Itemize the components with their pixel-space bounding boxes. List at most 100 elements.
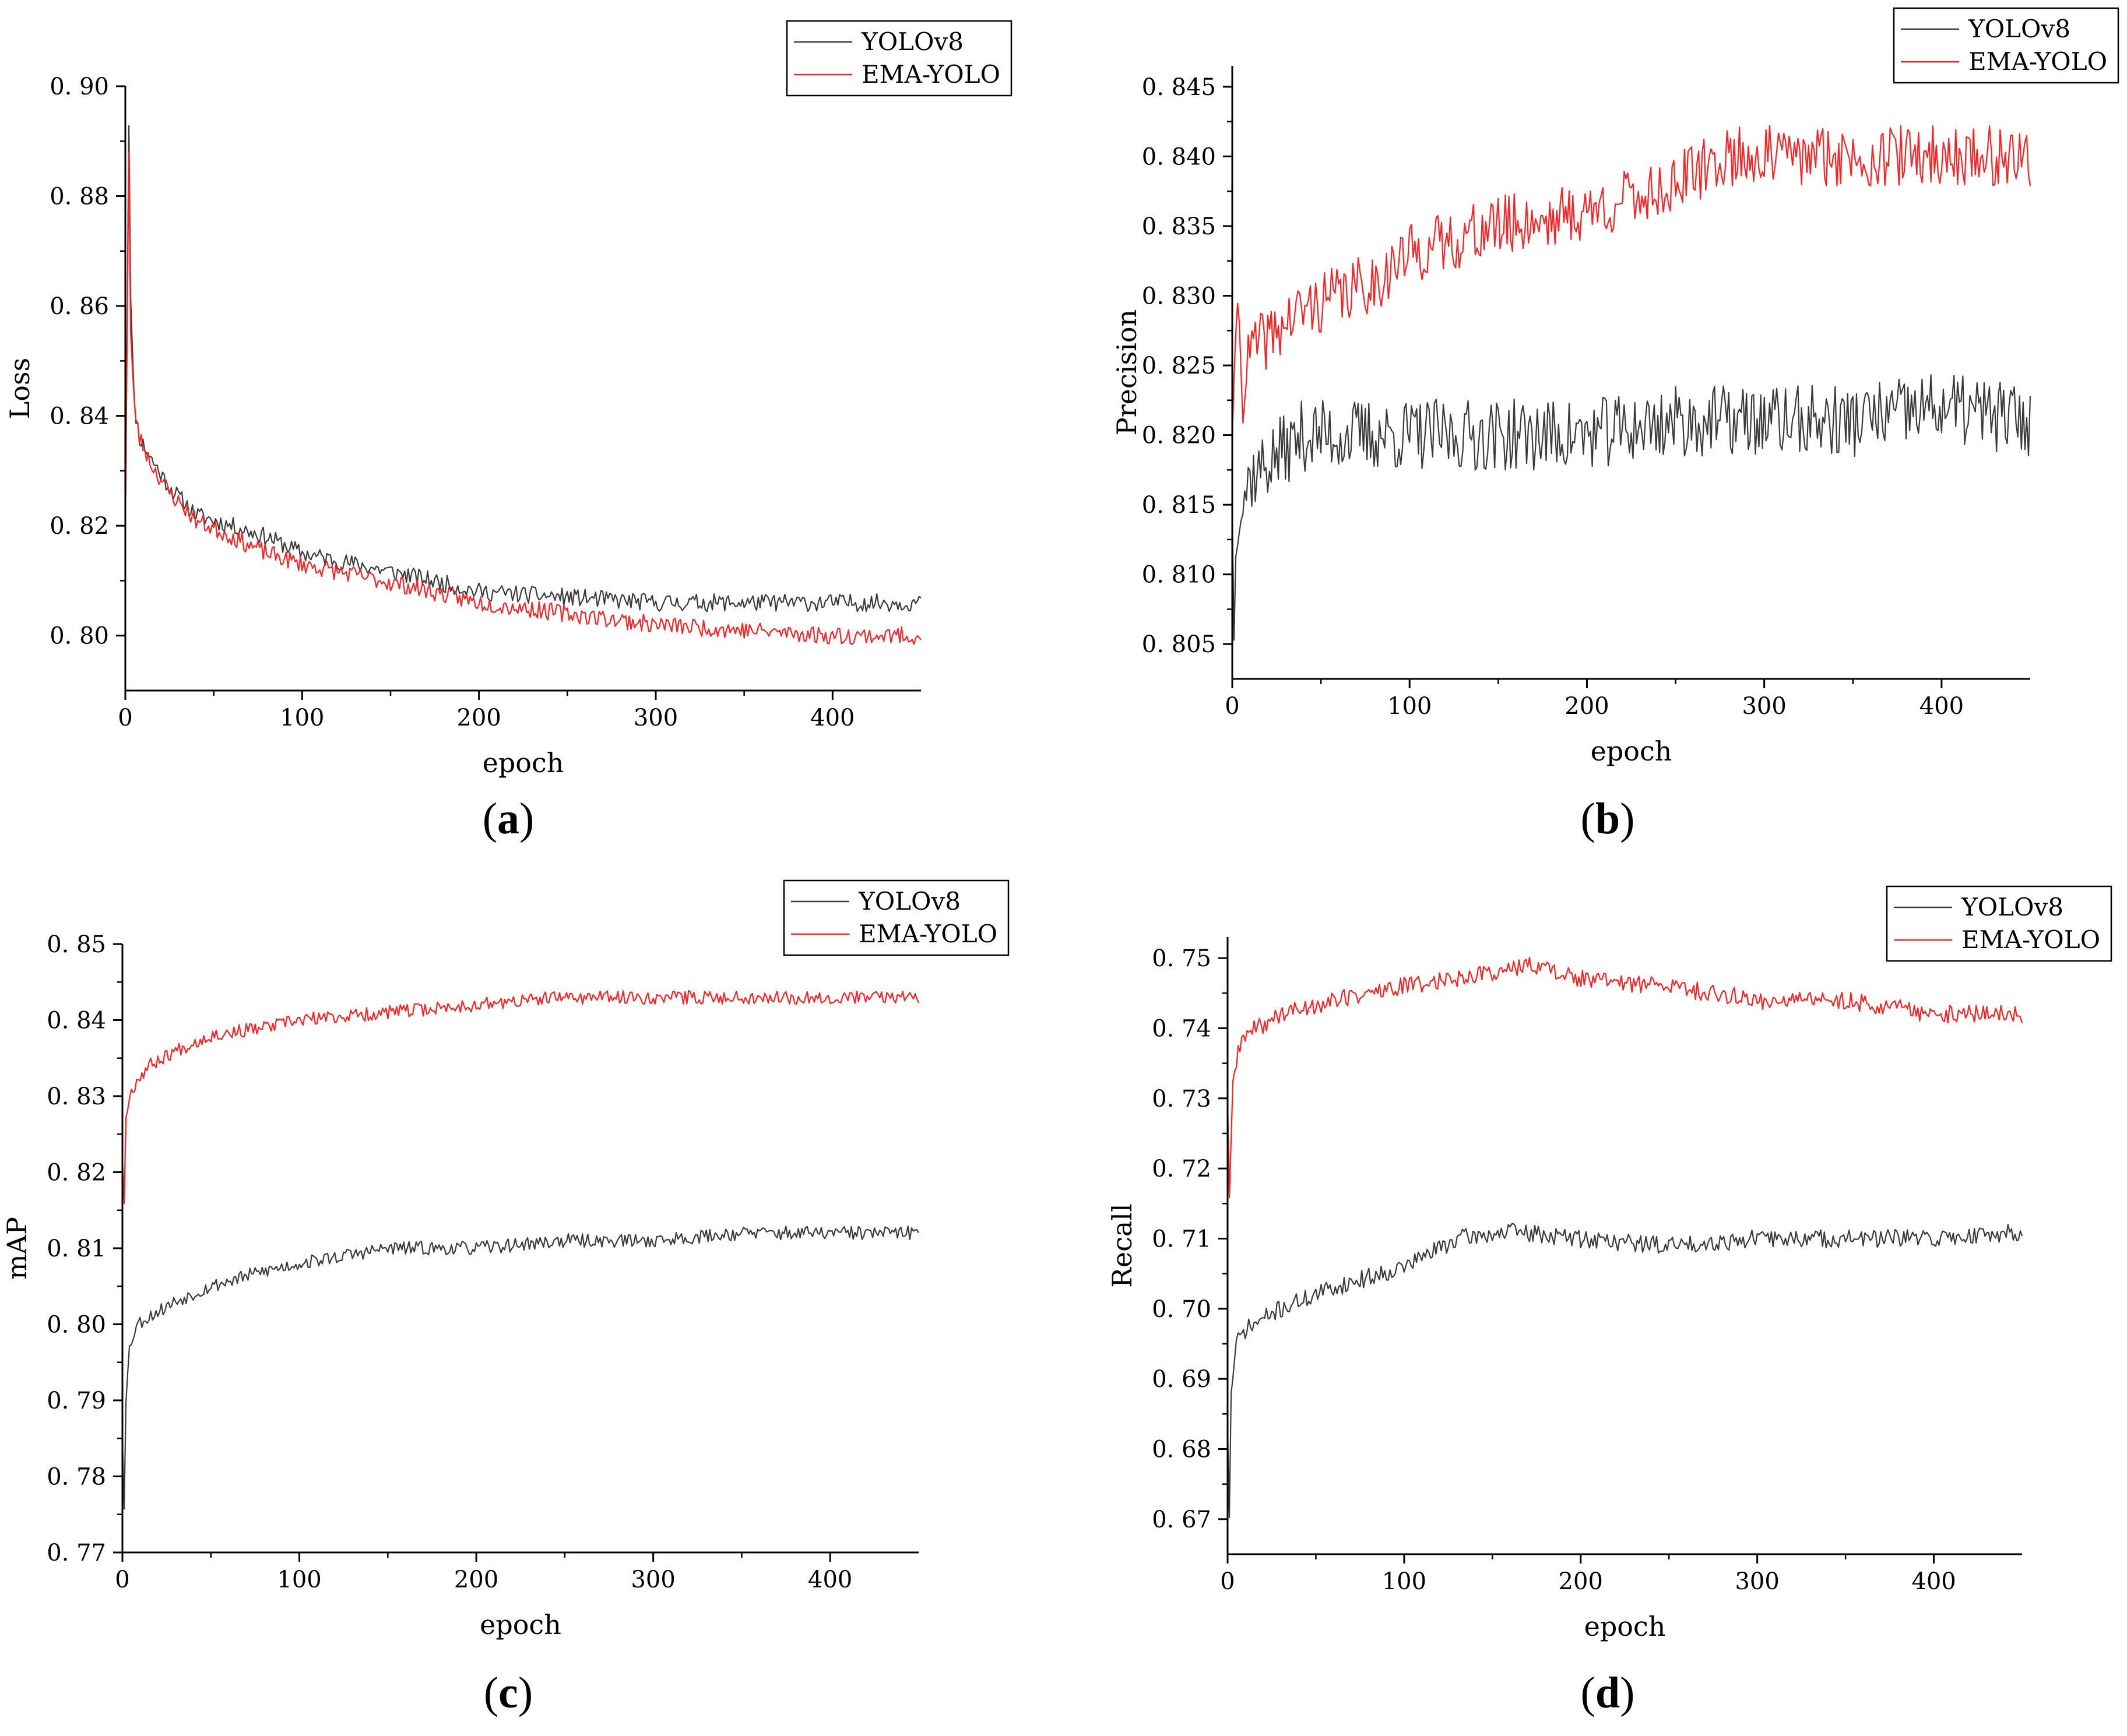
panel-label-open: ( bbox=[1581, 794, 1595, 843]
y-tick-label: 0. 88 bbox=[50, 184, 109, 210]
y-tick-label: 0. 84 bbox=[47, 1008, 106, 1034]
x-tick-label: 300 bbox=[631, 1566, 675, 1593]
x-axis-title: epoch bbox=[1584, 1611, 1666, 1642]
x-tick-label: 100 bbox=[280, 705, 324, 731]
x-tick-label: 0 bbox=[115, 1566, 129, 1593]
panel-label-open: ( bbox=[483, 794, 497, 843]
y-tick-label: 0. 67 bbox=[1152, 1506, 1211, 1533]
x-axis-title: epoch bbox=[1591, 735, 1672, 767]
y-tick-label: 0. 75 bbox=[1152, 945, 1211, 972]
panel-label-open: ( bbox=[484, 1668, 498, 1717]
legend-box bbox=[1893, 7, 2119, 84]
x-tick-label: 200 bbox=[1565, 693, 1609, 720]
y-tick-label: 0. 82 bbox=[47, 1160, 106, 1186]
panel-label-letter: b bbox=[1595, 794, 1620, 843]
series-line-ema-yolo bbox=[121, 990, 919, 1205]
y-tick-label: 0. 83 bbox=[47, 1083, 106, 1110]
y-tick-label: 0. 77 bbox=[47, 1540, 106, 1566]
x-tick-label: 200 bbox=[454, 1566, 498, 1593]
y-tick-label: 0. 81 bbox=[47, 1235, 106, 1262]
y-tick-label: 0. 84 bbox=[50, 403, 109, 430]
y-tick-label: 0. 820 bbox=[1142, 422, 1216, 449]
chart-panel-d: 0 100 200 300 400 0. 67 0. 68 0. 69 0. 70 0. 71 0.… bbox=[1106, 885, 2112, 1717]
y-tick-label: 0. 810 bbox=[1142, 562, 1216, 589]
x-tick-label: 400 bbox=[1919, 693, 1964, 720]
panel-label-close: ) bbox=[1620, 1668, 1634, 1717]
chart-panel-b: 0 100 200 300 400 0. 805 0. 810 0. 815 0. 820 0. … bbox=[1111, 7, 2119, 843]
y-axis-title: mAP bbox=[1, 1217, 33, 1280]
panel-label-close: ) bbox=[518, 1668, 533, 1717]
panel-label-letter: d bbox=[1595, 1668, 1620, 1717]
y-axis-title: Recall bbox=[1106, 1203, 1138, 1287]
panel-label: (a) bbox=[483, 794, 535, 843]
x-tick-label: 200 bbox=[1559, 1568, 1603, 1595]
legend-label: YOLOv8 bbox=[861, 27, 964, 56]
legend: YOLOv8 EMA-YOLO bbox=[1893, 7, 2119, 84]
x-tick-label: 100 bbox=[1382, 1568, 1426, 1595]
series-line-ema-yolo bbox=[124, 151, 922, 645]
panel-label-letter: a bbox=[497, 794, 519, 843]
y-tick-label: 0. 79 bbox=[47, 1388, 106, 1414]
series-line-yolov8 bbox=[124, 125, 922, 612]
y-tick-label: 0. 845 bbox=[1142, 74, 1216, 101]
y-tick-label: 0. 68 bbox=[1152, 1436, 1211, 1463]
series-line-ema-yolo bbox=[1231, 125, 2031, 442]
legend-label: YOLOv8 bbox=[1961, 893, 2063, 921]
panel-label-close: ) bbox=[1620, 794, 1634, 843]
y-tick-label: 0. 73 bbox=[1152, 1086, 1211, 1112]
y-tick-label: 0. 72 bbox=[1152, 1156, 1211, 1182]
x-tick-label: 300 bbox=[1742, 693, 1786, 720]
y-tick-label: 0. 805 bbox=[1142, 631, 1216, 658]
y-tick-label: 0. 78 bbox=[47, 1464, 106, 1491]
y-tick-label: 0. 71 bbox=[1152, 1226, 1211, 1252]
y-tick-label: 0. 90 bbox=[50, 73, 109, 100]
chart-panel-a: 0 100 200 300 400 0. 80 0. 82 0. 84 0. 86 0. 88 0.… bbox=[4, 20, 1012, 843]
legend-box bbox=[783, 879, 1010, 956]
panel-label-letter: c bbox=[498, 1668, 518, 1717]
x-tick-label: 0 bbox=[1225, 693, 1239, 720]
series-line-ema-yolo bbox=[1226, 957, 2023, 1199]
series-line-yolov8 bbox=[1226, 1223, 2023, 1519]
legend-box bbox=[1886, 885, 2112, 962]
x-tick-label: 0 bbox=[118, 705, 132, 731]
y-tick-label: 0. 840 bbox=[1142, 143, 1216, 170]
y-tick-label: 0. 825 bbox=[1142, 353, 1216, 379]
x-tick-label: 400 bbox=[808, 1566, 852, 1593]
legend: YOLOv8 EMA-YOLO bbox=[786, 20, 1012, 97]
y-tick-label: 0. 835 bbox=[1142, 213, 1216, 240]
x-tick-label: 100 bbox=[277, 1566, 321, 1593]
x-tick-label: 400 bbox=[1911, 1568, 1956, 1595]
x-tick-label: 400 bbox=[810, 705, 855, 731]
chart-panel-c: 0 100 200 300 400 0. 77 0. 78 0. 79 0. 80 0. 81 0.… bbox=[1, 879, 1010, 1717]
x-tick-label: 100 bbox=[1387, 693, 1432, 720]
y-tick-label: 0. 69 bbox=[1152, 1366, 1211, 1393]
y-tick-label: 0. 830 bbox=[1142, 283, 1216, 310]
legend: YOLOv8 EMA-YOLO bbox=[1886, 885, 2112, 962]
x-axis-title: epoch bbox=[480, 1609, 561, 1640]
legend-box bbox=[786, 20, 1012, 97]
y-tick-label: 0. 74 bbox=[1152, 1015, 1211, 1042]
y-axis-title: Precision bbox=[1111, 309, 1142, 435]
series-line-yolov8 bbox=[1231, 374, 2031, 641]
panel-label: (c) bbox=[484, 1668, 533, 1717]
panel-label-close: ) bbox=[519, 794, 534, 843]
x-tick-label: 300 bbox=[1735, 1568, 1779, 1595]
legend-label: EMA-YOLO bbox=[859, 920, 997, 948]
legend-label: EMA-YOLO bbox=[862, 60, 1000, 89]
series-line-yolov8 bbox=[121, 1226, 919, 1510]
legend-label: YOLOv8 bbox=[858, 887, 961, 915]
x-axis-title: epoch bbox=[483, 747, 564, 779]
y-tick-label: 0. 86 bbox=[50, 293, 109, 320]
panel-label: (d) bbox=[1581, 1668, 1635, 1717]
legend-label: EMA-YOLO bbox=[1961, 925, 2100, 954]
y-tick-label: 0. 85 bbox=[47, 931, 106, 958]
panel-label-open: ( bbox=[1581, 1668, 1595, 1717]
y-tick-label: 0. 70 bbox=[1152, 1296, 1211, 1323]
x-tick-label: 0 bbox=[1220, 1568, 1235, 1595]
y-tick-label: 0. 815 bbox=[1142, 492, 1216, 519]
y-tick-label: 0. 80 bbox=[50, 623, 109, 650]
y-tick-label: 0. 80 bbox=[47, 1312, 106, 1339]
legend: YOLOv8 EMA-YOLO bbox=[783, 879, 1010, 956]
y-tick-label: 0. 82 bbox=[50, 513, 109, 540]
